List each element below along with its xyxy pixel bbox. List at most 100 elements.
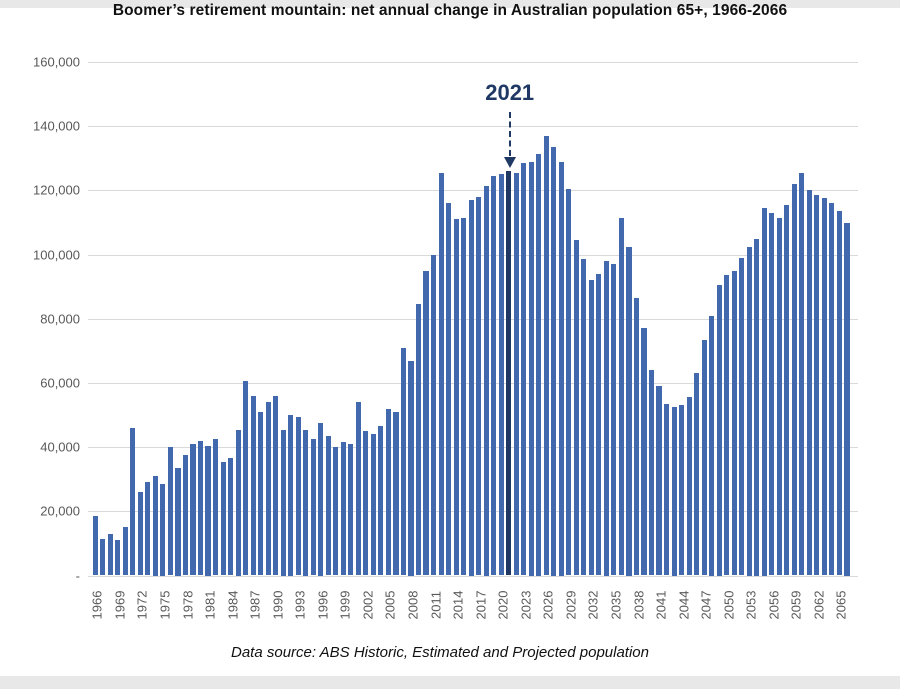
x-tick-label-2011: 2011 <box>428 591 443 619</box>
bar-1967 <box>100 538 106 576</box>
bar-2019 <box>491 175 497 576</box>
x-tick-label-2002: 2002 <box>360 590 376 620</box>
bar-1979 <box>190 443 196 576</box>
x-tick-label-2065: 2065 <box>833 590 849 620</box>
bar-2027 <box>551 147 557 576</box>
bar-1974 <box>152 476 158 576</box>
bar-2011 <box>430 254 437 576</box>
x-tick-label-2056: 2056 <box>766 590 782 620</box>
bar-1977 <box>175 468 181 576</box>
bar-2058 <box>784 204 790 576</box>
bar-2037 <box>626 246 632 576</box>
bar-2066 <box>844 222 850 576</box>
bar-2059 <box>791 183 797 576</box>
bar-2026 <box>543 135 549 576</box>
x-tick-label-1981: 1981 <box>202 590 218 620</box>
bar-1972 <box>137 492 143 576</box>
bar-2030 <box>573 240 579 576</box>
y-tick-label: 60,000 <box>40 375 80 391</box>
bar-1984 <box>228 458 234 576</box>
bar-1968 <box>107 533 113 576</box>
chart-title: Boomer’s retirement mountain: net annual… <box>112 2 788 19</box>
x-tick-label-1984: 1984 <box>225 590 241 620</box>
x-tick-label-2041: 2041 <box>653 590 669 620</box>
bar-2042 <box>664 403 670 576</box>
bar-2035 <box>611 264 617 576</box>
bar-2006 <box>393 411 399 576</box>
x-tick-label-2026: 2026 <box>540 590 556 620</box>
x-tick-label-2017: 2017 <box>473 590 489 620</box>
bar-2005 <box>385 408 391 576</box>
bar-1973 <box>145 482 151 576</box>
bar-2024 <box>528 161 534 576</box>
bar-2021 <box>506 171 512 576</box>
bar-1998 <box>333 447 339 576</box>
bar-2008 <box>408 360 414 576</box>
bar-2053 <box>746 246 752 576</box>
bar-2061 <box>806 190 812 576</box>
bar-2014 <box>453 219 459 576</box>
y-tick-label: 100,000 <box>33 247 80 263</box>
x-tick-label-1999: 1999 <box>337 590 353 620</box>
bar-1994 <box>303 429 309 576</box>
x-tick-label-1978: 1978 <box>180 590 195 620</box>
x-tick-label-2020: 2020 <box>495 590 511 620</box>
bar-2040 <box>648 370 655 576</box>
annotation-arrow-head-icon <box>503 157 516 168</box>
gridline-140,000 <box>88 126 858 128</box>
bar-1985 <box>235 429 241 576</box>
x-tick-label-2014: 2014 <box>450 590 466 620</box>
y-tick-label: 80,000 <box>40 311 80 327</box>
bar-2017 <box>476 196 482 576</box>
bar-1981 <box>205 445 211 576</box>
x-tick-label-1987: 1987 <box>247 590 263 620</box>
bar-2010 <box>423 270 429 576</box>
bar-2016 <box>468 200 474 576</box>
bar-2004 <box>378 426 384 576</box>
y-tick-label: - <box>75 568 80 583</box>
bar-2057 <box>776 217 782 576</box>
bar-1995 <box>310 439 316 576</box>
x-tick-label-1975: 1975 <box>157 590 173 620</box>
bar-2033 <box>596 273 602 576</box>
bar-2032 <box>588 280 594 576</box>
bar-2029 <box>566 188 572 576</box>
x-tick-label-1972: 1972 <box>134 590 150 620</box>
x-tick-label-2038: 2038 <box>631 590 646 620</box>
x-tick-label-1996: 1996 <box>315 590 331 620</box>
bar-2044 <box>679 405 685 576</box>
x-tick-label-1969: 1969 <box>112 590 128 620</box>
bar-2036 <box>618 217 625 576</box>
bar-2055 <box>761 208 767 576</box>
gridline-160,000 <box>88 61 858 63</box>
bar-2015 <box>461 217 467 576</box>
bar-2000 <box>348 443 354 576</box>
bar-2048 <box>709 315 715 576</box>
x-tick-label-2047: 2047 <box>698 590 714 620</box>
bar-1983 <box>220 461 226 576</box>
bar-1997 <box>325 435 331 576</box>
bar-1978 <box>182 455 189 576</box>
bar-2064 <box>829 203 835 576</box>
x-tick-label-1993: 1993 <box>292 590 308 620</box>
y-tick-label: 20,000 <box>40 503 80 519</box>
x-tick-label-1990: 1990 <box>270 590 286 620</box>
bar-2062 <box>814 195 820 576</box>
bar-2018 <box>483 185 489 576</box>
bar-1996 <box>318 423 324 576</box>
bar-1992 <box>288 415 294 576</box>
bar-2022 <box>513 172 519 576</box>
bar-2038 <box>633 297 640 576</box>
bar-1970 <box>122 527 128 576</box>
bar-2056 <box>769 212 775 576</box>
y-tick-label: 160,000 <box>33 54 80 70</box>
y-tick-label: 120,000 <box>33 182 80 198</box>
bar-2049 <box>716 285 722 576</box>
x-tick-label-2029: 2029 <box>563 590 579 620</box>
x-tick-label-2062: 2062 <box>811 590 827 620</box>
x-tick-label-1966: 1966 <box>89 590 105 620</box>
bar-1976 <box>167 447 174 576</box>
bar-1987 <box>250 395 256 576</box>
bar-2047 <box>701 339 707 576</box>
